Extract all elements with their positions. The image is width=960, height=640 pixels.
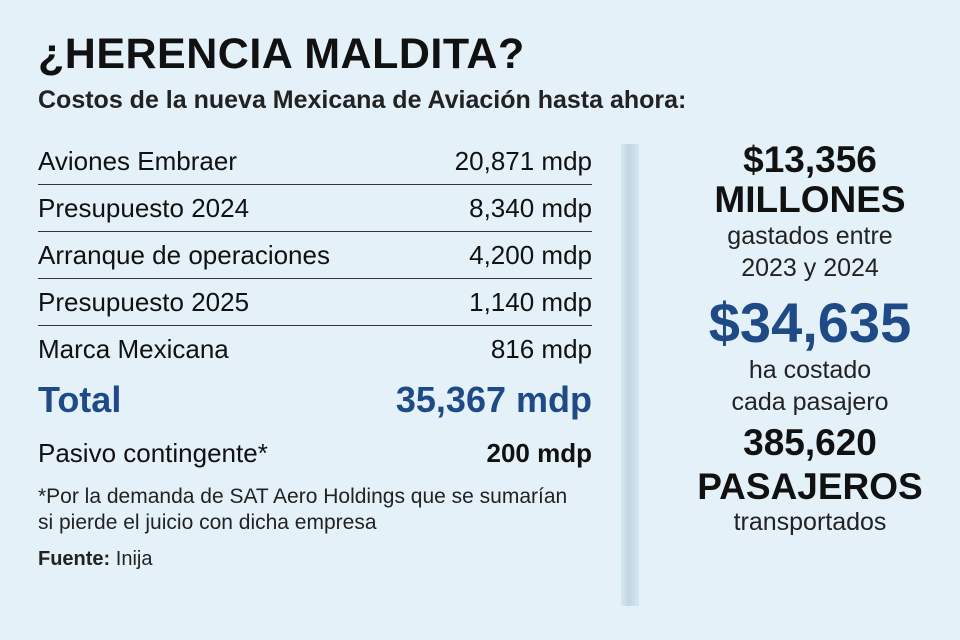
- cost-row: Aviones Embraer 20,871 mdp: [38, 138, 592, 185]
- passengers-desc: transportados: [733, 508, 887, 536]
- spent-unit: MILLONES: [714, 179, 906, 220]
- page-subtitle: Costos de la nueva Mexicana de Aviación …: [38, 86, 687, 114]
- source-label: Fuente:: [38, 548, 111, 570]
- cost-row: Presupuesto 2024 8,340 mdp: [38, 185, 592, 232]
- per-passenger-amount: $34,635: [708, 291, 912, 354]
- cost-row: Presupuesto 2025 1,140 mdp: [38, 279, 592, 326]
- cost-label: Aviones Embraer: [38, 145, 237, 176]
- per-passenger-desc-1: ha costado: [748, 356, 872, 384]
- total-label: Total: [38, 379, 122, 420]
- source-value: Inija: [115, 548, 153, 570]
- cost-label: Presupuesto 2024: [38, 192, 250, 223]
- spent-desc-2: 2023 y 2024: [741, 254, 879, 282]
- per-passenger-desc-2: cada pasajero: [731, 388, 889, 416]
- cost-table: Aviones Embraer 20,871 mdp Presupuesto 2…: [38, 138, 592, 478]
- total-row: Total 35,367 mdp: [38, 372, 592, 428]
- cost-label: Marca Mexicana: [38, 333, 229, 364]
- pasivo-row: Pasivo contingente* 200 mdp: [38, 428, 592, 478]
- cost-value: 20,871 mdp: [454, 145, 592, 176]
- cost-label: Arranque de operaciones: [38, 239, 330, 270]
- passengers-unit: PASAJEROS: [697, 466, 923, 507]
- cost-label: Presupuesto 2025: [38, 286, 250, 317]
- source-line: Fuente: Inija: [38, 548, 152, 571]
- cost-value: 1,140 mdp: [469, 286, 592, 317]
- stats-panel: $13,356 MILLONES gastados entre 2023 y 2…: [660, 140, 960, 538]
- column-divider: [621, 144, 639, 606]
- cost-value: 8,340 mdp: [469, 192, 592, 223]
- pasivo-value: 200 mdp: [486, 437, 593, 468]
- footnote: *Por la demanda de SAT Aero Holdings que…: [38, 485, 568, 534]
- cost-row: Arranque de operaciones 4,200 mdp: [38, 232, 592, 279]
- cost-value: 816 mdp: [490, 333, 592, 364]
- total-value: 35,367 mdp: [395, 379, 592, 420]
- cost-value: 4,200 mdp: [469, 239, 592, 270]
- cost-row: Marca Mexicana 816 mdp: [38, 326, 592, 372]
- spent-desc-1: gastados entre: [727, 222, 893, 250]
- spent-amount: $13,356: [743, 139, 877, 180]
- passengers-count: 385,620: [743, 422, 877, 463]
- page-title: ¿HERENCIA MALDITA?: [38, 30, 525, 78]
- pasivo-label: Pasivo contingente*: [38, 437, 268, 468]
